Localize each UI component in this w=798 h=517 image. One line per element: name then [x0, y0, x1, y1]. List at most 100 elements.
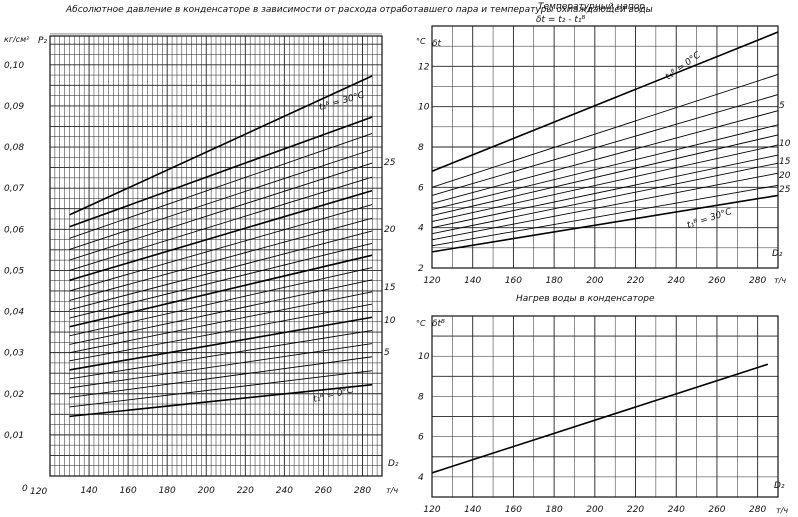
temperature-head-series-0 [431, 194, 779, 253]
pressure-curve-label-5: 5 [384, 348, 390, 358]
pressure-xtick-2: 180 [159, 486, 176, 496]
water-heating-xtick-8: 280 [749, 505, 766, 515]
water-heating-frame [431, 315, 779, 498]
pressure-series-10 [69, 254, 373, 328]
water-heating-ytick-3: 10 [418, 352, 430, 362]
pressure-xtick-6: 260 [315, 486, 332, 496]
water-heating-x-label: D₂ [774, 481, 785, 491]
water-heating-xtick-2: 160 [505, 505, 522, 515]
pressure-xtick-1: 160 [120, 486, 137, 496]
pressure-annotation-30c: t₁ᴮ = 30°C [318, 90, 366, 113]
pressure-series-8 [69, 279, 373, 345]
temperature-head-curve-label-25: 25 [779, 185, 791, 195]
temperature-head-series-4 [431, 154, 779, 229]
pressure-chart: Абсолютное давление в конденсаторе в зав… [4, 5, 653, 497]
pressure-series-5 [69, 316, 373, 371]
temperature-head-series-9 [431, 94, 779, 196]
temperature-head-xtick-3: 180 [546, 276, 563, 286]
temperature-head-xtick-2: 160 [505, 276, 522, 286]
pressure-ytick-7: 0,08 [4, 143, 24, 153]
pressure-series-1 [69, 370, 373, 408]
water-heating-curves [431, 363, 769, 474]
temperature-head-chart: Температурный напор δt = t₂ - t₁ᴮ °C δt … [416, 2, 791, 286]
pressure-series-6 [69, 303, 373, 362]
pressure-series-14 [69, 204, 373, 292]
pressure-series-20 [69, 116, 373, 228]
pressure-series-2 [69, 356, 373, 398]
pressure-series-7 [69, 291, 373, 354]
water-heating-title: Нагрев воды в конденсаторе [516, 294, 655, 304]
pressure-origin-x: 120 [30, 487, 47, 497]
temperature-head-xtick-8: 280 [749, 276, 766, 286]
temperature-head-ytick-0: 2 [418, 264, 424, 274]
temperature-head-xtick-1: 140 [464, 276, 481, 286]
water-heating-y-unit: °C [416, 319, 426, 328]
temperature-head-series-10 [431, 73, 779, 188]
water-heating-ytick-0: 4 [418, 473, 424, 483]
water-heating-y-label: δtᴮ [432, 319, 445, 329]
pressure-x-label: D₂ [388, 459, 399, 469]
pressure-xtick-5: 240 [276, 486, 293, 496]
pressure-series-15 [69, 189, 373, 282]
pressure-series-18 [69, 149, 373, 250]
temperature-head-curves [431, 31, 779, 253]
water-heating-gridlines [431, 315, 779, 498]
temperature-head-ytick-1: 4 [418, 224, 424, 234]
water-heating-xtick-0: 120 [423, 505, 440, 515]
temperature-head-frame [431, 25, 779, 269]
temperature-head-ytick-2: 6 [418, 183, 424, 193]
pressure-ytick-9: 0,10 [4, 61, 24, 71]
water-heating-xtick-1: 140 [464, 505, 481, 515]
pressure-frame [49, 35, 383, 477]
pressure-series-13 [69, 217, 373, 301]
temperature-head-xtick-7: 260 [708, 276, 725, 286]
pressure-series-16 [69, 176, 373, 271]
temperature-head-title: Температурный напор [538, 2, 645, 12]
temperature-head-curve-label-10: 10 [779, 139, 791, 149]
temperature-head-xtick-5: 220 [627, 276, 644, 286]
pressure-gridlines [49, 33, 383, 477]
temperature-head-x-unit: т/ч [774, 276, 786, 285]
water-heating-x-unit: т/ч [776, 506, 788, 515]
pressure-ytick-0: 0,01 [4, 431, 24, 441]
pressure-y-unit: кг/см² [4, 35, 30, 44]
temperature-head-curve-label-20: 20 [779, 171, 791, 181]
water-heating-ytick-1: 6 [418, 433, 424, 443]
pressure-curves [69, 75, 373, 418]
pressure-series-12 [69, 230, 373, 311]
temperature-head-curve-label-5: 5 [779, 101, 785, 111]
pressure-series-11 [69, 242, 373, 319]
pressure-tick-labels: 140 160 180 200 220 240 260 280 0,01 0,02 0,03 0,04… [4, 61, 371, 496]
water-heating-ytick-2: 8 [418, 392, 424, 402]
pressure-chart-title: Абсолютное давление в конденсаторе в зав… [65, 5, 653, 15]
pressure-ytick-5: 0,06 [4, 225, 24, 235]
pressure-ytick-6: 0,07 [4, 184, 24, 194]
pressure-series-3 [69, 343, 373, 389]
pressure-ytick-2: 0,03 [4, 349, 24, 359]
pressure-series-0 [69, 383, 373, 418]
temperature-head-y-label: δt [432, 39, 442, 49]
pressure-curve-label-25: 25 [384, 158, 396, 168]
pressure-xtick-3: 200 [198, 486, 215, 496]
water-heating-xtick-4: 200 [586, 505, 603, 515]
pressure-series-4 [69, 329, 373, 380]
pressure-ytick-3: 0,04 [4, 308, 24, 318]
pressure-series-9 [69, 267, 373, 337]
pressure-ytick-8: 0,09 [4, 102, 24, 112]
pressure-curve-label-20: 20 [384, 225, 396, 235]
pressure-x-unit: т/ч [386, 486, 398, 495]
pressure-ytick-4: 0,05 [4, 266, 24, 276]
temperature-head-series-6 [431, 134, 779, 217]
pressure-y-label: P₂ [38, 36, 47, 46]
temperature-head-series-3 [431, 162, 779, 235]
pressure-origin-y: 0 [22, 484, 28, 494]
temperature-head-ytick-3: 8 [418, 143, 424, 153]
water-heating-xtick-5: 220 [627, 505, 644, 515]
temperature-head-xtick-4: 200 [586, 276, 603, 286]
temperature-head-curve-label-15: 15 [779, 157, 791, 167]
temperature-head-ytick-5: 12 [418, 62, 430, 72]
pressure-series-19 [69, 133, 373, 239]
temperature-head-series-11 [431, 31, 779, 172]
pressure-xtick-4: 220 [237, 486, 254, 496]
pressure-xtick-7: 280 [354, 486, 371, 496]
